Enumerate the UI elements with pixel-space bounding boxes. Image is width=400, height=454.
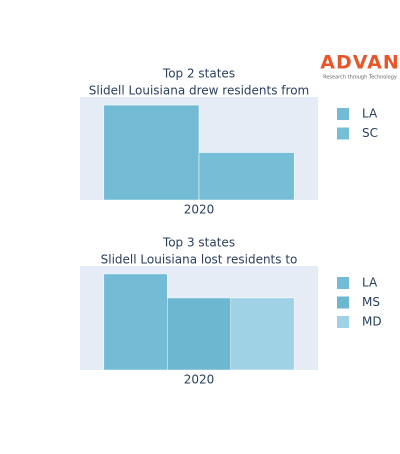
legend-swatch [337, 127, 349, 140]
legend-label: LA [362, 276, 378, 290]
legend-swatch [337, 277, 349, 289]
bar [103, 273, 168, 371]
bar [230, 297, 295, 371]
bar [167, 297, 231, 371]
chart-title: Top 3 states [162, 236, 235, 250]
legend-swatch [337, 296, 349, 309]
bar [103, 104, 200, 201]
chart-title: Top 2 states [162, 67, 235, 81]
bar [198, 152, 295, 201]
x-tick-label: 2020 [184, 373, 215, 387]
logo-text: ADVAN [320, 52, 400, 74]
legend-swatch [337, 108, 349, 120]
legend-label: LA [362, 107, 378, 121]
x-tick-label: 2020 [184, 203, 215, 217]
legend-label: MD [362, 315, 382, 329]
legend-label: MS [362, 295, 380, 309]
logo-tagline: Research through Technology [323, 75, 397, 81]
chart-subtitle: Slidell Louisiana drew residents from [89, 84, 309, 98]
legend-label: SC [362, 126, 378, 140]
legend-swatch [337, 316, 349, 328]
chart-subtitle: Slidell Louisiana lost residents to [101, 253, 298, 267]
